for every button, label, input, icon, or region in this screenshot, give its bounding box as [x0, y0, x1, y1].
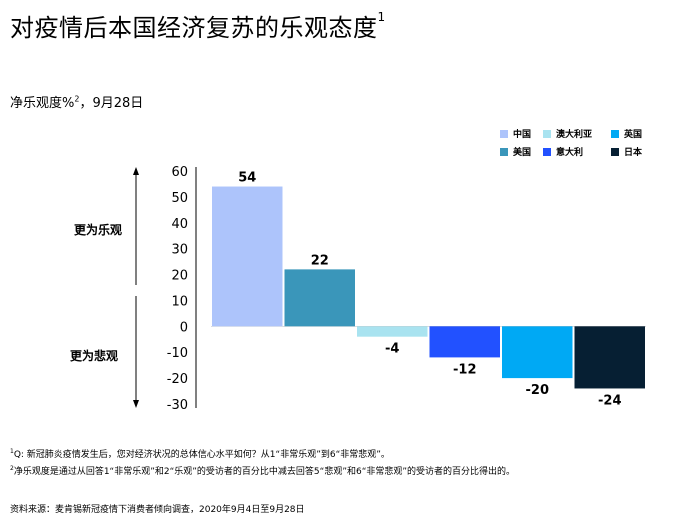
y-tick-label: 10 — [171, 294, 188, 309]
footnote-2-mark: 2 — [10, 465, 14, 472]
legend-item: 美国 — [500, 145, 531, 158]
legend-swatch — [543, 129, 551, 138]
legend-item: 日本 — [611, 145, 642, 158]
pessimistic-label: 更为悲观 — [70, 349, 119, 363]
legend-swatch — [543, 147, 551, 156]
footnote-1-mark: 1 — [10, 448, 14, 455]
legend-item: 英国 — [611, 127, 642, 140]
subtitle-prefix: 净乐观度% — [10, 96, 75, 111]
y-tick-label: 30 — [171, 243, 188, 258]
legend-label: 美国 — [513, 148, 532, 158]
direction-arrows — [133, 167, 139, 408]
y-tick-label: 0 — [180, 320, 188, 335]
bar — [284, 269, 355, 327]
data-label: 54 — [238, 171, 256, 186]
chart-subtitle: 净乐观度%2，9月28日 — [10, 92, 143, 111]
bar — [429, 326, 500, 358]
legend-label: 意大利 — [556, 148, 584, 158]
legend-item: 意大利 — [543, 145, 583, 158]
chart-title: 对疫情后本国经济复苏的乐观态度1 — [10, 8, 386, 43]
footnote-2-text: 净乐观度是通过从回答1“非常乐观”和2“乐观”的受访者的百分比中减去回答5“悲观… — [13, 467, 516, 477]
y-tick-label: 40 — [171, 217, 188, 232]
subtitle-suffix: ，9月28日 — [79, 96, 144, 111]
bar — [357, 326, 428, 337]
bar — [212, 186, 283, 327]
legend-swatch — [611, 129, 619, 138]
source-note: 资料来源：麦肯锡新冠疫情下消费者倾向调查，2020年9月4日至9月28日 — [10, 505, 305, 515]
footnote-2: 2净乐观度是通过从回答1“非常乐观”和2“乐观”的受访者的百分比中减去回答5“悲… — [10, 462, 515, 479]
bars — [212, 186, 645, 389]
legend-label: 澳大利亚 — [556, 130, 593, 140]
data-label: -20 — [526, 383, 550, 398]
y-tick-label: -20 — [167, 372, 188, 387]
bar — [502, 326, 573, 379]
y-tick-label: 20 — [171, 269, 188, 284]
data-label: -24 — [598, 393, 622, 408]
data-label: -4 — [385, 342, 399, 357]
data-labels: 54 22 -4 -12 -20 -24 — [238, 171, 621, 409]
bar-chart: 60 50 40 30 20 10 0 -10 -20 -30 54 22 -4 -12 -20 -24 — [133, 165, 646, 413]
optimistic-label: 更为乐观 — [74, 223, 123, 237]
legend-swatch — [500, 129, 508, 138]
footnotes: 1Q: 新冠肺炎疫情发生后，您对经济状况的总体信心水平如何？从1“非常乐观”到6… — [10, 445, 515, 479]
legend-label: 英国 — [624, 130, 643, 140]
y-tick-label: -30 — [167, 398, 188, 413]
data-label: 22 — [311, 253, 329, 268]
y-tick-label: -10 — [167, 346, 188, 361]
footnote-1-text: Q: 新冠肺炎疫情发生后，您对经济状况的总体信心水平如何？从1“非常乐观”到6“… — [13, 450, 390, 460]
footnote-1: 1Q: 新冠肺炎疫情发生后，您对经济状况的总体信心水平如何？从1“非常乐观”到6… — [10, 445, 515, 462]
y-axis: 60 50 40 30 20 10 0 -10 -20 -30 — [167, 165, 646, 413]
legend-item: 澳大利亚 — [543, 127, 592, 140]
legend-label: 日本 — [624, 148, 643, 158]
bar — [574, 326, 645, 389]
y-tick-label: 60 — [171, 165, 188, 180]
data-label: -12 — [453, 362, 477, 377]
title-footnote-mark: 1 — [377, 10, 386, 24]
subtitle-footnote-mark: 2 — [74, 94, 80, 104]
legend-label: 中国 — [513, 130, 532, 140]
legend-item: 中国 — [500, 127, 531, 140]
legend-swatch — [500, 147, 508, 156]
chart-title-text: 对疫情后本国经济复苏的乐观态度 — [10, 14, 378, 42]
y-tick-label: 50 — [171, 191, 188, 206]
legend-swatch — [611, 147, 619, 156]
down-arrow-icon — [133, 400, 139, 408]
up-arrow-icon — [133, 167, 139, 175]
